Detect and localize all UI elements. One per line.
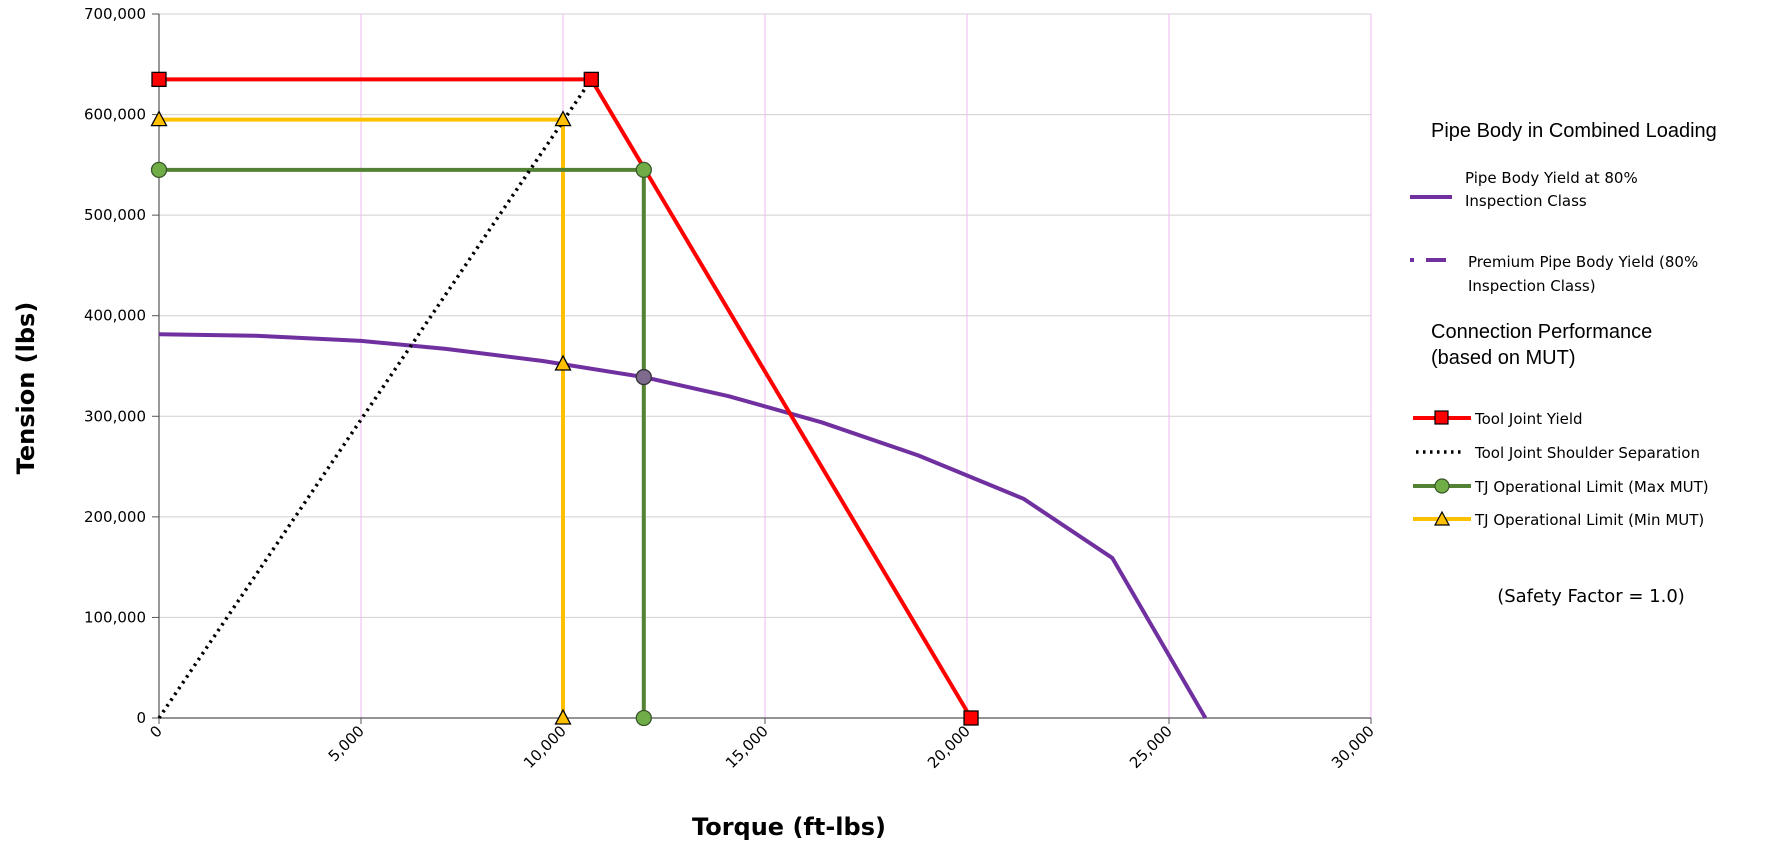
legend: Pipe Body in Combined Loading Pipe Body … — [1410, 120, 1717, 607]
series-lines — [157, 77, 1208, 720]
x-axis-title: Torque (ft-lbs) — [692, 813, 886, 841]
y-tick-label: 0 — [136, 709, 146, 727]
legend-label-premium-pipe-body-yield-line1: Premium Pipe Body Yield (80% — [1468, 253, 1698, 271]
legend-label-pipe-body-yield-line2: Inspection Class — [1465, 192, 1587, 210]
point-tj-operational-limit-min-mut — [150, 110, 168, 127]
x-tick-label: 20,000 — [924, 722, 974, 772]
point-tool-joint-yield — [583, 71, 599, 88]
legend-section-title-connection-line2: (based on MUT) — [1431, 347, 1576, 369]
y-tick-label: 100,000 — [84, 608, 146, 626]
y-tick-label: 500,000 — [84, 206, 146, 224]
legend-marker-max-mut — [1434, 478, 1450, 494]
point-tj-operational-limit-max-mut — [150, 161, 168, 179]
point-tj-operational-limit-min-mut — [554, 708, 572, 725]
x-tick-label: 0 — [146, 722, 165, 741]
legend-label-pipe-body-yield-line1: Pipe Body Yield at 80% — [1465, 169, 1638, 187]
legend-label-max-mut: TJ Operational Limit (Max MUT) — [1474, 478, 1709, 496]
point-tool-joint-yield — [963, 710, 979, 726]
grid — [159, 13, 1372, 718]
y-tick-label: 600,000 — [84, 106, 146, 124]
intersection-point-tj-operational-limit-max-mut — [635, 368, 652, 386]
legend-section-title-connection-line1: Connection Performance — [1431, 321, 1652, 343]
legend-label-shoulder-separation: Tool Joint Shoulder Separation — [1474, 444, 1700, 462]
series-markers — [150, 71, 979, 727]
y-tick-label: 400,000 — [84, 307, 146, 325]
series-line-pipe-body-yield-at-80-inspection-class — [158, 332, 1208, 720]
legend-section-title-pipe-body: Pipe Body in Combined Loading — [1431, 120, 1717, 142]
legend-marker-tool-joint-yield — [1434, 410, 1449, 425]
series-line-tj-operational-limit-max-mut — [159, 167, 646, 718]
y-tick-label: 700,000 — [84, 5, 146, 23]
point-tj-operational-limit-max-mut — [635, 709, 652, 727]
point-tool-joint-yield — [151, 71, 167, 88]
intersection-point-tj-operational-limit-min-mut — [554, 354, 572, 371]
y-tick-label: 300,000 — [84, 407, 146, 425]
x-tick-label: 15,000 — [722, 722, 772, 772]
y-tick-label: 200,000 — [84, 508, 146, 526]
legend-label-premium-pipe-body-yield-line2: Inspection Class) — [1468, 277, 1596, 295]
x-tick-label: 30,000 — [1328, 722, 1378, 772]
axes — [152, 13, 1372, 724]
legend-label-min-mut: TJ Operational Limit (Min MUT) — [1474, 511, 1704, 529]
y-axis-title: Tension (lbs) — [12, 302, 40, 475]
x-tick-label: 10,000 — [520, 722, 570, 772]
point-tj-operational-limit-min-mut — [554, 110, 572, 127]
x-tick-label: 25,000 — [1126, 722, 1176, 772]
point-tj-operational-limit-max-mut — [635, 161, 652, 179]
x-tick-label: 5,000 — [325, 722, 368, 765]
safety-factor-note: (Safety Factor = 1.0) — [1497, 586, 1685, 607]
legend-marker-min-mut — [1433, 510, 1451, 526]
legend-label-tool-joint-yield: Tool Joint Yield — [1474, 410, 1583, 428]
series-line-tool-joint-shoulder-separation — [157, 78, 593, 719]
